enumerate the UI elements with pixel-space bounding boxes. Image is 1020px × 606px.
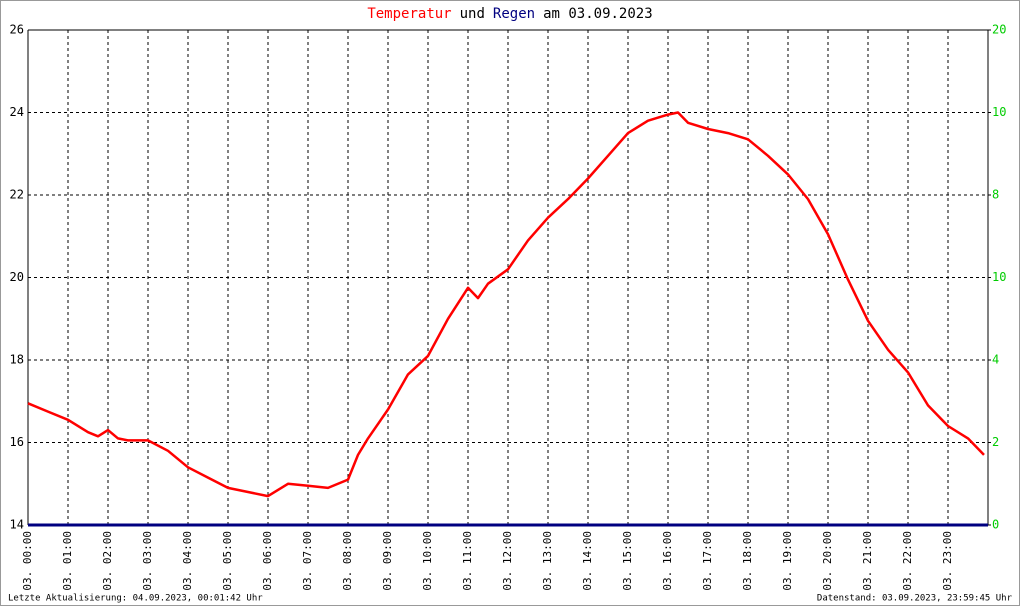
x-tick-label: 03. 13:00 <box>541 531 554 591</box>
x-tick-label: 03. 18:00 <box>741 531 754 591</box>
title-part: Temperatur <box>367 6 451 22</box>
title-part: am 03.09.2023 <box>543 6 653 22</box>
x-tick-label: 03. 22:00 <box>901 531 914 591</box>
title-part: Regen <box>493 6 535 22</box>
footer-left: Letzte Aktualisierung: 04.09.2023, 00:01… <box>8 594 263 604</box>
y-tick-label: 18 <box>10 353 24 367</box>
series-line <box>27 111 985 498</box>
x-tick-label: 03. 07:00 <box>301 531 314 591</box>
y-tick-label: 16 <box>10 435 24 449</box>
x-tick-label: 03. 08:00 <box>341 531 354 591</box>
y-tick-label: 26 <box>10 23 24 37</box>
y-tick-label: 20 <box>10 270 24 284</box>
x-tick-label: 03. 01:00 <box>61 531 74 591</box>
x-tick-label: 03. 00:00 <box>21 531 34 591</box>
chart-title: Temperatur und Regen am 03.09.2023 <box>367 6 652 22</box>
y2-tick-label: 10 <box>992 270 1006 284</box>
x-tick-label: 03. 12:00 <box>501 531 514 591</box>
x-tick-label: 03. 21:00 <box>861 531 874 591</box>
x-tick-label: 03. 09:00 <box>381 531 394 591</box>
x-tick-label: 03. 05:00 <box>221 531 234 591</box>
y-tick-label: 24 <box>10 105 24 119</box>
y-tick-label: 14 <box>10 518 24 532</box>
y2-tick-label: 2 <box>992 435 999 449</box>
x-tick-label: 03. 20:00 <box>821 531 834 591</box>
x-tick-label: 03. 04:00 <box>181 531 194 591</box>
x-tick-label: 03. 23:00 <box>941 531 954 591</box>
x-tick-label: 03. 02:00 <box>101 531 114 591</box>
x-tick-label: 03. 14:00 <box>581 531 594 591</box>
x-tick-label: 03. 06:00 <box>261 531 274 591</box>
x-tick-label: 03. 17:00 <box>701 531 714 591</box>
x-tick-label: 03. 16:00 <box>661 531 674 591</box>
y2-tick-label: 10 <box>992 105 1006 119</box>
y2-tick-label: 8 <box>992 188 999 202</box>
x-tick-label: 03. 10:00 <box>421 531 434 591</box>
y2-tick-label: 4 <box>992 353 999 367</box>
y2-tick-label: 0 <box>992 518 999 532</box>
x-tick-label: 03. 19:00 <box>781 531 794 591</box>
x-tick-label: 03. 15:00 <box>621 531 634 591</box>
y-tick-label: 22 <box>10 188 24 202</box>
x-tick-label: 03. 03:00 <box>141 531 154 591</box>
footer-right: Datenstand: 03.09.2023, 23:59:45 Uhr <box>817 594 1013 604</box>
y2-tick-label: 20 <box>992 23 1006 37</box>
x-tick-label: 03. 11:00 <box>461 531 474 591</box>
title-part: und <box>460 6 485 22</box>
